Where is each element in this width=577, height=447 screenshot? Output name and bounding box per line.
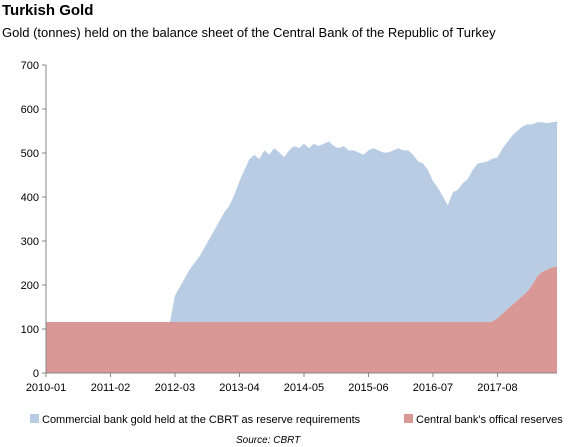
y-tick-label: 0	[33, 368, 39, 380]
x-tick-label: 2010-01	[26, 382, 66, 394]
area-series-central-bank-s-offical-reserves	[46, 266, 557, 373]
x-tick-label: 2011-02	[91, 382, 131, 394]
legend-swatch-commercial	[30, 414, 39, 423]
y-tick-label: 600	[21, 104, 39, 116]
y-tick-label: 700	[21, 60, 39, 72]
y-tick-label: 500	[21, 148, 39, 160]
area-series-commercial-bank-gold-held-at-the-cbrt-as-reserve-requirements	[46, 121, 557, 322]
legend-swatch-central-bank	[404, 414, 413, 423]
legend-label-central-bank: Central bank's offical reserves	[416, 414, 563, 426]
legend-label-commercial: Commercial bank gold held at the CBRT as…	[42, 414, 361, 426]
x-tick-label: 2014-05	[284, 382, 324, 394]
legend: Commercial bank gold held at the CBRT as…	[30, 414, 563, 426]
chart-subtitle: Gold (tonnes) held on the balance sheet …	[2, 25, 496, 40]
x-tick-label: 2013-04	[219, 382, 259, 394]
y-tick-label: 300	[21, 236, 39, 248]
chart-title: Turkish Gold	[2, 2, 94, 19]
y-tick-label: 100	[21, 324, 39, 336]
plot-area	[46, 121, 557, 373]
chart-source: Source: CBRT	[236, 435, 301, 446]
x-tick-label: 2016-07	[413, 382, 453, 394]
axes: 0 100 200 300 400 500 600 700 2010-01 2011-02 2012…	[21, 60, 557, 394]
x-tick-label: 2017-08	[477, 382, 517, 394]
y-tick-label: 400	[21, 192, 39, 204]
x-tick-label: 2012-03	[155, 382, 195, 394]
y-tick-label: 200	[21, 280, 39, 292]
x-tick-label: 2015-06	[348, 382, 388, 394]
